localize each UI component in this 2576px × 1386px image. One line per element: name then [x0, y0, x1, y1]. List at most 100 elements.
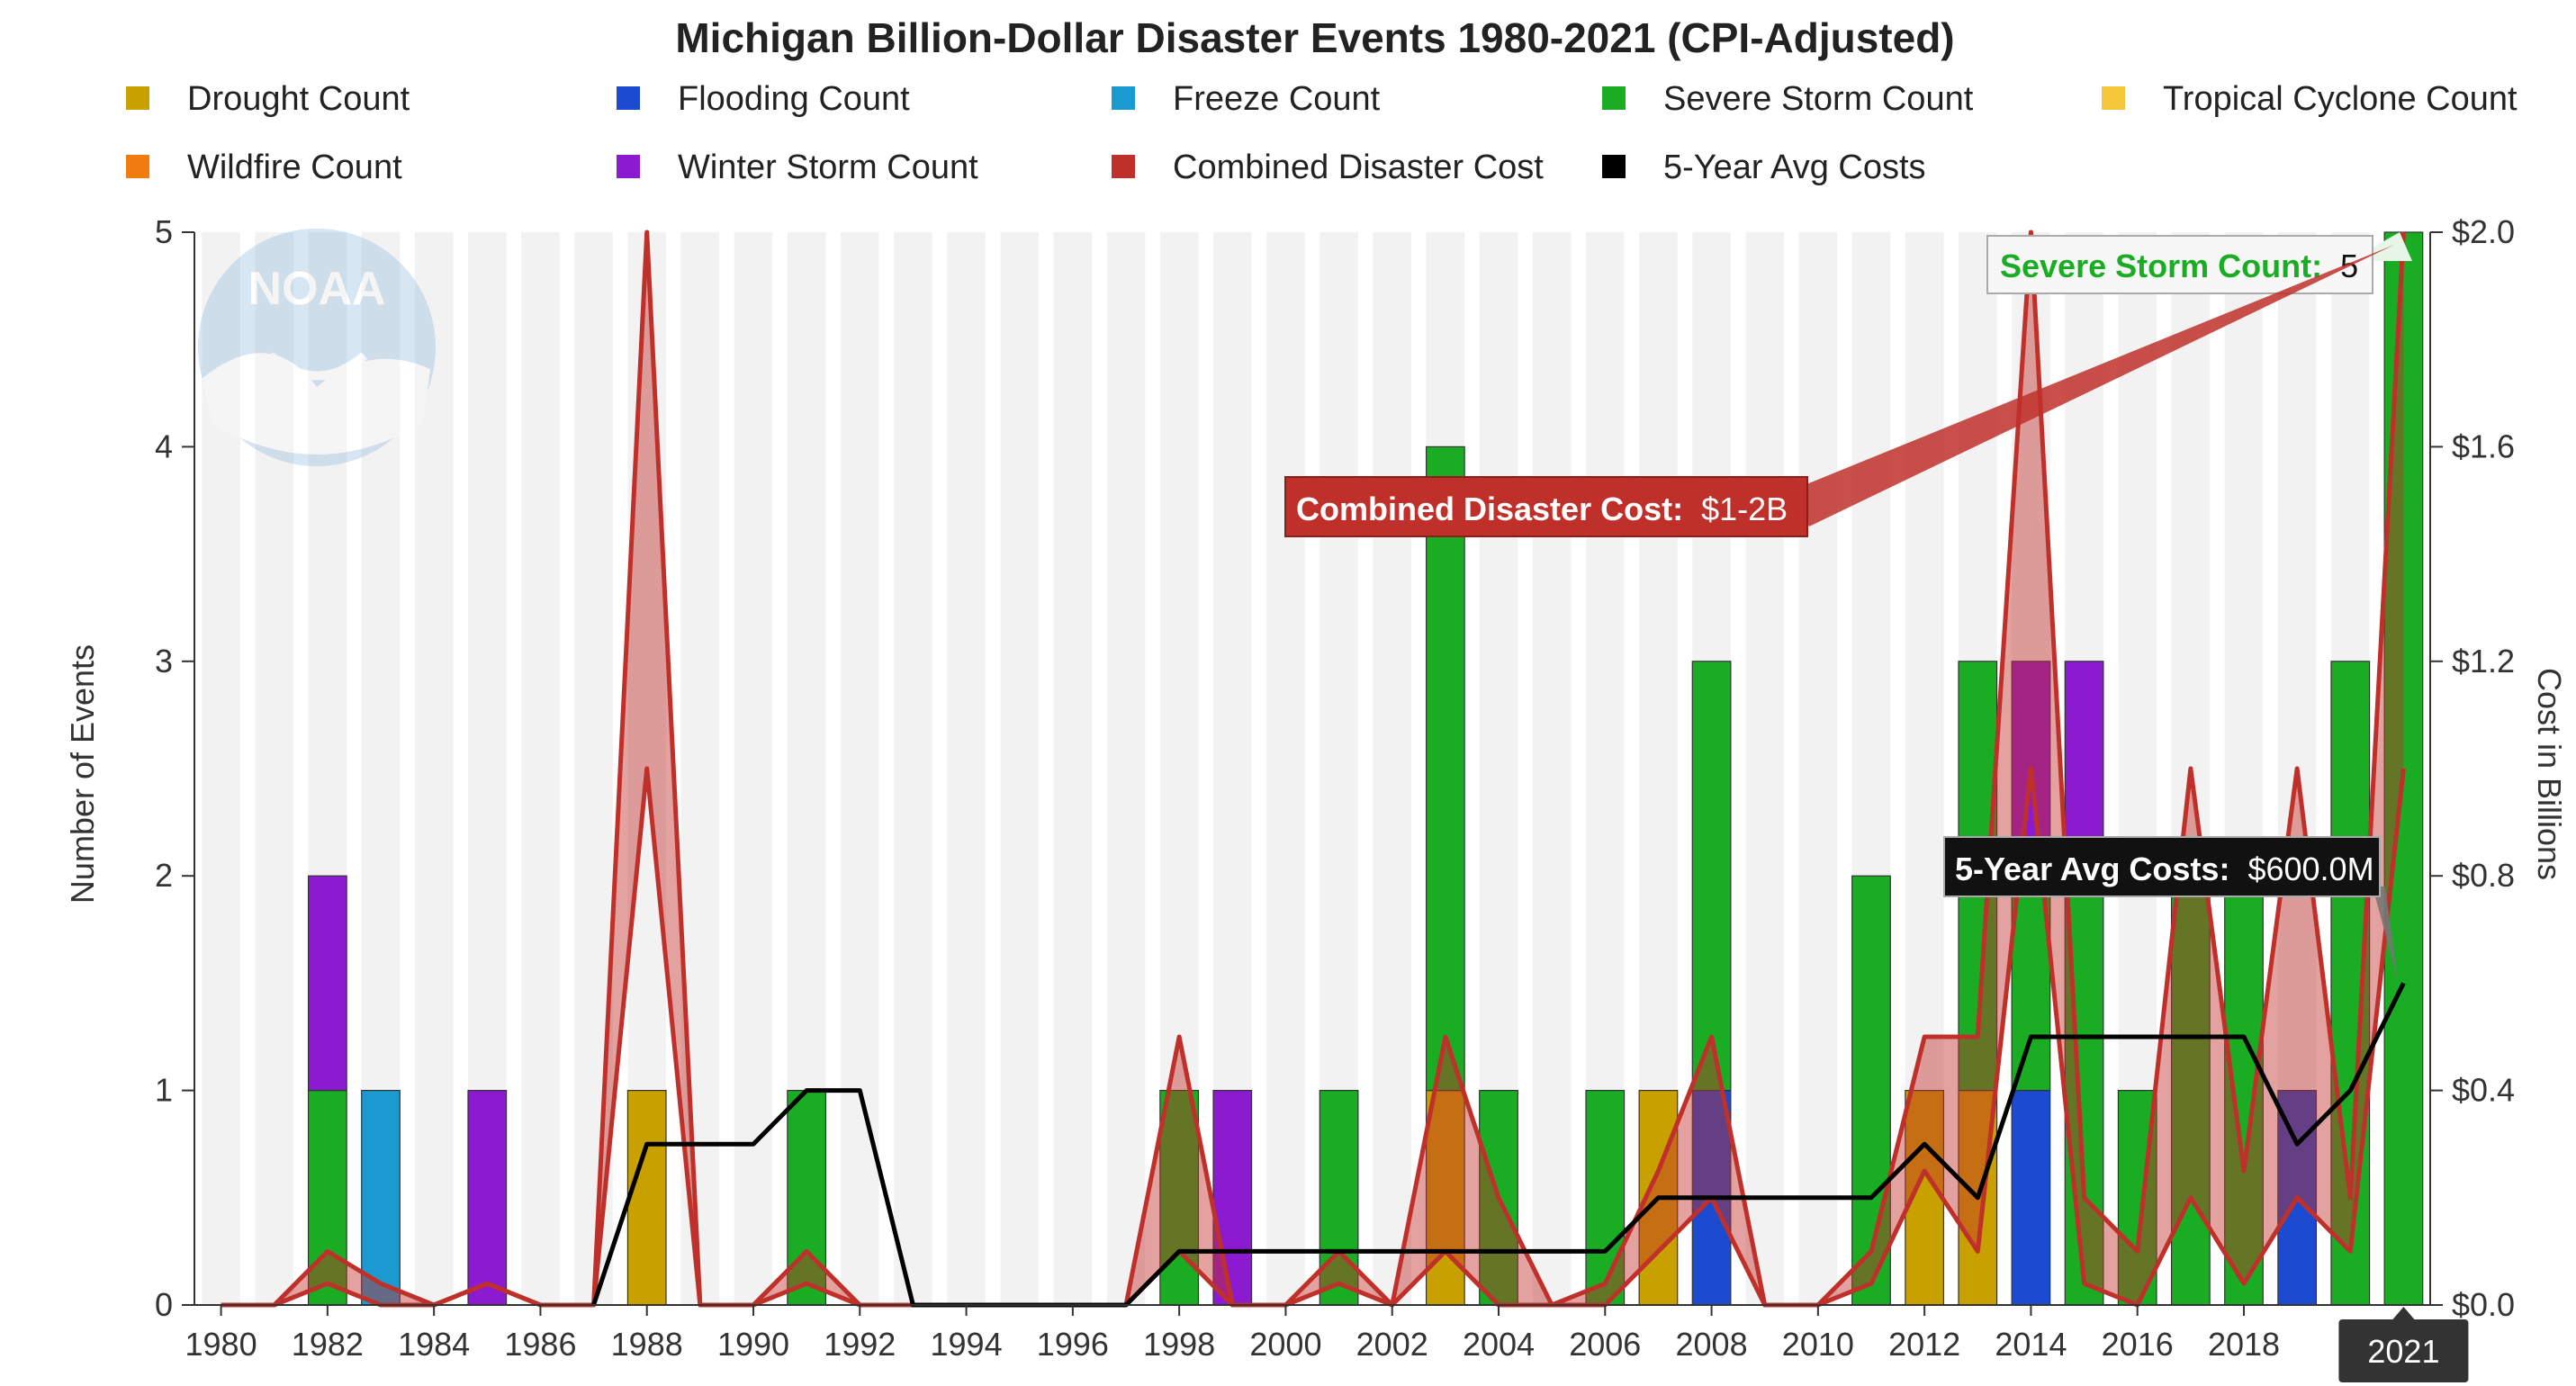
x-highlight: 2021	[2338, 1307, 2469, 1382]
x-tick-label: 2014	[1995, 1326, 2067, 1363]
year-stripe	[521, 232, 560, 1305]
y-tick-label: 0	[155, 1286, 173, 1323]
y2-tick-label: $1.2	[2452, 643, 2515, 680]
year-stripe	[1532, 232, 1572, 1305]
x-highlight-pointer	[2392, 1307, 2415, 1319]
y-axis-label: Number of Events	[64, 644, 101, 904]
axes: 0 1 2 3 4 5 $0.0 $0.4 $0.8 $1.2 $1.6 $2.0 1980 1982 19…	[155, 213, 2515, 1363]
x-tick-label: 2012	[1888, 1326, 1960, 1363]
bar-segment	[1212, 1089, 1253, 1306]
bar-segment	[787, 1089, 827, 1306]
legend-label: Severe Storm Count	[1663, 80, 1974, 118]
bar-segment	[1851, 875, 1891, 1306]
x-tick-label: 1988	[611, 1326, 683, 1363]
x-highlight-badge	[2338, 1319, 2469, 1382]
x-tick-label: 2002	[1356, 1326, 1428, 1363]
legend-swatch	[126, 86, 149, 110]
year-stripe	[680, 232, 720, 1305]
y2-tick-label: $0.0	[2452, 1286, 2515, 1323]
y-tick-label: 4	[155, 428, 173, 464]
legend-swatch	[617, 86, 640, 110]
year-stripe	[1266, 232, 1305, 1305]
svg-text:Severe Storm Count: 5: Severe Storm Count: 5	[2000, 248, 2358, 284]
x-tick-label: 1986	[504, 1326, 576, 1363]
cost-tooltip-label: Combined Disaster Cost:	[1296, 490, 1683, 527]
legend-label: Tropical Cyclone Count	[2163, 80, 2517, 118]
x-tick-label: 2016	[2102, 1326, 2174, 1363]
year-stripe	[1373, 232, 1412, 1305]
x-tick-label: 1996	[1037, 1326, 1109, 1363]
y2-tick-label: $0.4	[2452, 1072, 2515, 1109]
x-tick-label: 1992	[824, 1326, 896, 1363]
noaa-logo: NOAA	[198, 229, 436, 466]
bar-segment	[1425, 446, 1465, 1092]
bar-segment	[307, 1089, 347, 1306]
x-tick-label: 1984	[398, 1326, 470, 1363]
legend-label: Drought Count	[187, 80, 410, 118]
y-tick-label: 2	[155, 857, 173, 894]
noaa-logo-text: NOAA	[248, 263, 385, 315]
year-stripe	[840, 232, 879, 1305]
year-stripe	[574, 232, 613, 1305]
cost-tooltip	[1284, 476, 1808, 537]
legend: Drought Count Flooding Count Freeze Count S…	[126, 80, 2517, 186]
year-stripe	[1798, 232, 1838, 1305]
avg-tooltip-pointer	[2373, 886, 2398, 981]
legend-label: 5-Year Avg Costs	[1663, 148, 1926, 186]
avg-tooltip-label: 5-Year Avg Costs:	[1955, 850, 2229, 887]
avg-tooltip-value: $600.0M	[2247, 850, 2373, 887]
legend-swatch	[1112, 86, 1135, 110]
y2-tick-label: $0.8	[2452, 857, 2515, 894]
year-stripe	[255, 232, 294, 1305]
legend-swatch	[126, 155, 149, 178]
avg-tooltip	[1943, 836, 2381, 897]
y2-axis-label: Cost in Billions	[2531, 668, 2568, 880]
legend-label: Winter Storm Count	[678, 148, 978, 186]
bar-segment	[1425, 1089, 1465, 1306]
avg-line-segment	[591, 982, 2406, 1308]
cost-tooltip-value: $1-2B	[1701, 490, 1788, 527]
x-tick-label: 2006	[1569, 1326, 1641, 1363]
year-stripe	[1106, 232, 1146, 1305]
bar-segment	[307, 875, 347, 1092]
x-tick-label: 1990	[717, 1326, 789, 1363]
legend-swatch	[1112, 155, 1135, 178]
x-tick-label: 2018	[2208, 1326, 2280, 1363]
year-stripe	[894, 232, 932, 1305]
y-tick-label: 3	[155, 643, 173, 680]
year-stripe	[414, 232, 454, 1305]
legend-swatch	[617, 155, 640, 178]
year-stripe	[1053, 232, 1093, 1305]
year-stripe	[947, 232, 986, 1305]
legend-label: Flooding Count	[678, 80, 910, 118]
legend-label: Combined Disaster Cost	[1173, 148, 1544, 186]
bar-segment	[2170, 875, 2211, 1306]
avg-line	[591, 982, 2406, 1308]
bar-segment	[626, 1089, 667, 1306]
x-tick-label: 2008	[1676, 1326, 1748, 1363]
x-tick-label: 2000	[1249, 1326, 1321, 1363]
legend-label: Wildfire Count	[187, 148, 402, 186]
bar-segment	[2117, 1089, 2157, 1306]
year-stripe	[734, 232, 773, 1305]
svg-text:Combined Disaster Cost:: Combined Disaster Cost: $1-2B	[1296, 490, 1788, 527]
y2-tick-label: $2.0	[2452, 213, 2515, 250]
bar-segment	[1585, 1089, 1626, 1306]
bar-segment	[467, 1089, 508, 1306]
cost-tooltip-pointer	[1791, 245, 2394, 526]
x-tick-label: 1980	[185, 1326, 257, 1363]
y-tick-label: 1	[155, 1072, 173, 1109]
bar-segment	[2011, 1089, 2051, 1306]
legend-label: Freeze Count	[1173, 80, 1381, 118]
x-tick-label: 2010	[1782, 1326, 1854, 1363]
y2-tick-label: $1.6	[2452, 428, 2515, 464]
x-tick-label: 1998	[1143, 1326, 1215, 1363]
legend-swatch	[1602, 86, 1626, 110]
x-highlight-label: 2021	[2367, 1333, 2439, 1370]
year-stripe	[1000, 232, 1040, 1305]
year-stripe	[202, 232, 240, 1305]
legend-swatch	[2102, 86, 2125, 110]
tooltips: Severe Storm Count: 5 Combined Disaster …	[1284, 232, 2412, 981]
y-tick-label: 5	[155, 213, 173, 250]
